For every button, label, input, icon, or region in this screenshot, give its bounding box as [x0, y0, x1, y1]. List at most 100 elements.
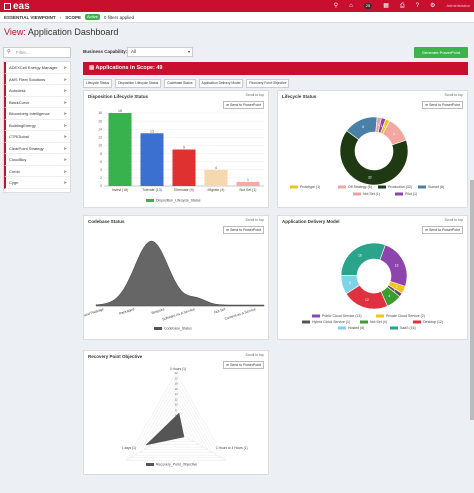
legend-swatch — [395, 192, 403, 196]
scroll-to-top-link[interactable]: Scroll to top — [245, 353, 264, 357]
slice-value-label: 32 — [368, 175, 372, 179]
list-item[interactable]: BuildingEnergy ➤ — [4, 119, 70, 131]
top-bar: eas ⚲ ⌂ 25 ▦ ⎙ ? ⚙ Administrator — [0, 0, 474, 12]
application-list[interactable]: ADEXCell Energy Manager ➤ AMS Fleet Solut… — [3, 61, 71, 193]
info-icon[interactable]: ➤ — [63, 99, 67, 105]
info-icon[interactable]: ➤ — [63, 88, 67, 93]
info-icon[interactable]: ➤ — [63, 157, 67, 162]
info-icon[interactable]: ➤ — [63, 168, 67, 174]
scroll-to-top-link[interactable]: Scroll to top — [245, 93, 264, 97]
list-item[interactable]: Credo ➤ — [4, 165, 70, 177]
slice-value-label: 1 — [384, 125, 386, 129]
list-item[interactable]: Autodesk ➤ — [4, 85, 70, 97]
bar — [108, 113, 132, 186]
radar-grid — [152, 404, 200, 445]
settings-icon[interactable]: ⚙ — [430, 3, 436, 9]
codebase-panel: Codebase Status Scroll to top ➦ Send to … — [83, 215, 269, 340]
info-icon[interactable]: ➤ — [63, 122, 67, 128]
search-icon[interactable]: ⚲ — [333, 3, 339, 9]
list-item[interactable]: CloudBuy ➤ — [4, 154, 70, 166]
slice-value-label: 13 — [395, 263, 399, 267]
send-ppt-label: Send to PowerPoint — [429, 228, 460, 232]
info-icon[interactable]: ➤ — [63, 76, 67, 82]
share-icon: ➦ — [226, 228, 230, 232]
scope-status-badge[interactable]: Active — [84, 14, 100, 20]
list-item[interactable]: ADEXCell Energy Manager ➤ — [4, 62, 70, 74]
legend-swatch — [154, 327, 162, 330]
scroll-to-top-link[interactable]: Scroll to top — [444, 93, 463, 97]
x-tick-label: Customised Package — [84, 307, 104, 321]
send-to-powerpoint-button[interactable]: ➦ Send to PowerPoint — [223, 226, 264, 234]
panel-title: Recovery Point Objective — [88, 354, 143, 359]
send-to-powerpoint-button[interactable]: ➦ Send to PowerPoint — [223, 361, 264, 369]
pie-slice — [339, 130, 409, 186]
tab-lifecycle-status[interactable]: Lifecycle Status — [83, 79, 113, 88]
list-item[interactable]: Cygn ➤ — [4, 177, 70, 189]
bar-value-label: 1 — [247, 178, 249, 182]
scroll-to-top-link[interactable]: Scroll to top — [245, 218, 264, 222]
help-icon[interactable]: ? — [415, 3, 420, 9]
applications-in-scope-header[interactable]: ▤ Applications in Scope: 49 — [83, 62, 468, 75]
chart-tabs: Lifecycle Status Disposition Lifecycle S… — [83, 79, 290, 88]
bar — [236, 181, 260, 186]
lifecycle-panel: Lifecycle Status Scroll to top ➦ Send to… — [277, 90, 468, 208]
slice-value-label: 4 — [388, 294, 390, 298]
radar-grid — [148, 398, 204, 448]
radar-axis-label: 1 days (1) — [122, 446, 136, 450]
generate-powerpoint-button[interactable]: Generate PowerPoint — [414, 47, 468, 58]
legend-label: Sunset (8) — [428, 185, 444, 189]
essential-viewpoint-link[interactable]: ESSENTIAL VIEWPOINT — [4, 14, 56, 20]
info-icon[interactable]: ➤ — [63, 65, 67, 70]
capability-select[interactable]: All ▾ — [127, 47, 193, 57]
radar-grid — [125, 372, 227, 461]
list-item-label: BuildingEnergy — [9, 122, 36, 128]
scroll-to-top-link[interactable]: Scroll to top — [444, 218, 463, 222]
send-to-powerpoint-button[interactable]: ➦ Send to PowerPoint — [422, 226, 463, 234]
notification-badge[interactable]: 25 — [363, 3, 373, 9]
legend-label: Hybrid Cloud Service (1) — [312, 320, 350, 324]
recovery-radar-chart: 2468101214161820220 Hours (1)1 days (1)1… — [122, 367, 248, 467]
list-item[interactable]: Bloomberg Intelligence ➤ — [4, 108, 70, 120]
tab-recovery-point[interactable]: Recovery Point Objective — [246, 79, 290, 88]
radar-grid — [143, 393, 209, 451]
legend-label: Not Set (4) — [370, 320, 387, 324]
tab-delivery-model[interactable]: Application Delivery Model — [198, 79, 244, 88]
list-item[interactable]: CTRGlobal ➤ — [4, 131, 70, 143]
legend-swatch — [338, 326, 346, 330]
slice-value-label: 2 — [396, 285, 398, 289]
page-title: View: Application Dashboard — [4, 27, 118, 37]
bar-value-label: 13 — [150, 129, 154, 133]
home-icon[interactable]: ⌂ — [349, 3, 353, 9]
tab-disposition-lifecycle[interactable]: Disposition Lifecycle Status — [115, 79, 162, 88]
share-icon: ➦ — [226, 363, 230, 367]
print-icon[interactable]: ⎙ — [399, 3, 405, 9]
legend-label: Prototype (1) — [300, 185, 320, 189]
search-icon: ⚲ — [7, 49, 11, 55]
info-icon[interactable]: ➤ — [63, 145, 67, 151]
radar-grid — [134, 383, 218, 456]
list-item-label: Autodesk — [9, 88, 26, 93]
y-tick-label: 10 — [98, 144, 102, 148]
page-scrollbar[interactable] — [470, 180, 474, 420]
filter-input[interactable]: ⚲ Filter... — [3, 47, 71, 58]
logo[interactable]: eas — [0, 1, 30, 12]
chevron-icon: › — [59, 14, 62, 20]
send-to-powerpoint-button[interactable]: ➦ Send to PowerPoint — [422, 101, 463, 109]
info-icon[interactable]: ➤ — [63, 134, 67, 139]
info-icon[interactable]: ➤ — [63, 111, 67, 116]
list-item[interactable]: BlackCurve ➤ — [4, 96, 70, 108]
filters-applied: 0 filters applied — [103, 14, 135, 20]
send-to-powerpoint-button[interactable]: ➦ Send to PowerPoint — [223, 101, 264, 109]
bar-value-label: 9 — [183, 146, 185, 150]
user-name[interactable]: Administrator — [446, 3, 470, 8]
info-icon[interactable]: ➤ — [63, 180, 67, 185]
y-tick-label: 0 — [100, 184, 102, 188]
list-item[interactable]: ClearPoint Strategy ➤ — [4, 142, 70, 154]
list-item-label: CTRGlobal — [9, 134, 29, 139]
share-icon: ➦ — [226, 103, 230, 107]
slice-value-label: 12 — [365, 298, 369, 302]
tab-codebase-status[interactable]: Codebase Status — [164, 79, 196, 88]
list-item[interactable]: AMS Fleet Solutions ➤ — [4, 73, 70, 85]
grid-icon[interactable]: ▦ — [383, 3, 389, 9]
legend-swatch — [353, 192, 361, 196]
